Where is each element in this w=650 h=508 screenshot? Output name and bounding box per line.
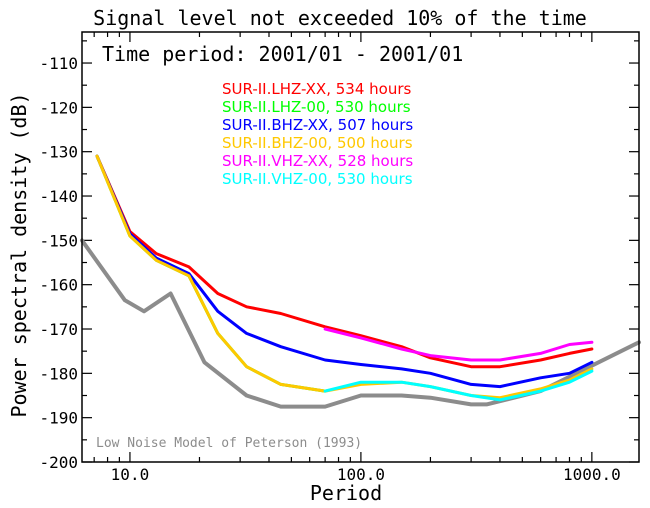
y-tick-label: -180 [39,364,78,383]
y-tick-label: -140 [39,187,78,206]
series-line-2 [95,154,327,393]
y-tick-label: -150 [39,231,78,250]
data-lines [80,154,641,409]
legend-entry: SUR-II.LHZ-00, 530 hours [222,98,411,116]
y-tick-label: -120 [39,98,78,117]
reference-model-line [80,238,641,409]
plot-frame [81,31,640,463]
series-line-5 [323,327,594,362]
y-tick-label: -110 [39,54,78,73]
series-line-3 [95,154,594,389]
x-axis-label: Period [310,481,382,505]
y-tick-label: -200 [39,453,78,472]
chart-title: Signal level not exceeded 10% of the tim… [93,6,587,30]
legend-entry: SUR-II.VHZ-XX, 528 hours [222,152,413,170]
axes: -200 -190 -180 -170 -160 -150 -140 -130 -120 -110… [39,32,639,484]
legend-entry: SUR-II.BHZ-XX, 507 hours [222,116,413,134]
series-line-6 [323,369,594,402]
y-tick-label: -190 [39,409,78,428]
y-axis-label: Power spectral density (dB) [7,92,31,417]
x-tick-label: 1000.0 [563,465,621,484]
legend-entry: SUR-II.BHZ-00, 500 hours [222,134,413,152]
y-tick-label: -130 [39,143,78,162]
y-tick-label: -160 [39,276,78,295]
series-line-1 [95,154,594,369]
legend-entry: SUR-II.VHZ-00, 530 hours [222,170,413,188]
chart-subtitle: Time period: 2001/01 - 2001/01 [102,42,463,66]
y-tick-label: -170 [39,320,78,339]
x-tick-label: 10.0 [111,465,150,484]
x-tick-label: 100.0 [337,465,385,484]
reference-model-label: Low Noise Model of Peterson (1993) [96,436,362,451]
legend-entry: SUR-II.LHZ-XX, 534 hours [222,80,412,98]
